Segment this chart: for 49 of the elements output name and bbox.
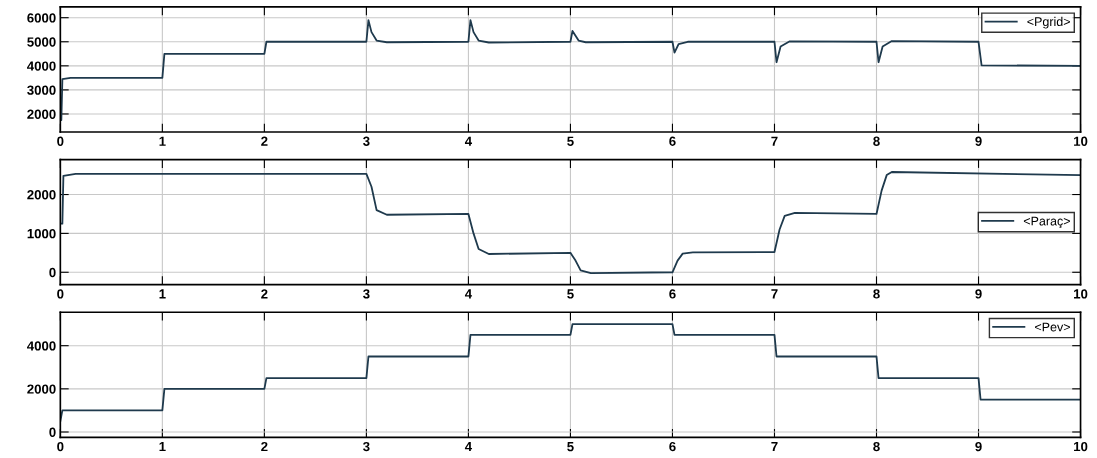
- x-tick-label: 2: [261, 289, 268, 299]
- y-tick-label: 2000: [27, 384, 56, 394]
- x-tick-label: 4: [464, 442, 473, 452]
- y-tick-label: 6000: [27, 13, 56, 23]
- x-tick-label: 4: [464, 136, 473, 146]
- legend-label: <Paraç>: [1023, 216, 1070, 228]
- y-tick-label: 4000: [27, 61, 56, 71]
- y-tick-label: 2000: [27, 190, 56, 200]
- x-tick-label: 9: [975, 441, 982, 452]
- x-tick-label: 8: [873, 289, 880, 299]
- x-tick-label: 8: [873, 136, 880, 146]
- y-tick-label: 2000: [27, 109, 56, 119]
- x-tick-label: 6: [669, 289, 676, 299]
- x-tick-label: 9: [975, 289, 982, 299]
- legend-label: <Pev>: [1035, 322, 1070, 332]
- x-tick-label: 3: [363, 136, 370, 146]
- x-tick-label: 8: [873, 441, 880, 452]
- x-tick-label: 10: [1074, 289, 1088, 299]
- x-tick-label: 5: [567, 136, 574, 146]
- x-tick-label: 10: [1074, 136, 1088, 146]
- line-series: [60, 171, 1081, 274]
- x-tick-label: 6: [669, 441, 676, 452]
- x-tick-label: 3: [363, 441, 370, 452]
- y-tick-label: 1000: [27, 228, 56, 239]
- x-tick-label: 2: [261, 441, 268, 452]
- x-tick-label: 5: [567, 289, 574, 299]
- x-tick-label: 9: [975, 136, 982, 146]
- y-tick-label: 5000: [27, 37, 56, 47]
- x-tick-label: 1: [159, 442, 166, 452]
- x-tick-label: 7: [771, 136, 778, 146]
- x-tick-label: 1: [159, 289, 166, 299]
- line-series: [60, 323, 1081, 423]
- y-tick-label: 3000: [27, 85, 56, 95]
- x-tick-label: 4: [464, 289, 473, 299]
- x-tick-label: 2: [261, 136, 268, 146]
- y-tick-label: 0: [49, 427, 56, 437]
- y-tick-label: 4000: [27, 341, 56, 351]
- x-tick-label: 1: [159, 136, 166, 146]
- legend-label: <Pgrid>: [1027, 16, 1070, 29]
- y-tick-label: 0: [49, 267, 56, 278]
- x-tick-label: 3: [363, 289, 370, 299]
- x-tick-label: 10: [1074, 441, 1088, 452]
- x-tick-label: 0: [57, 289, 64, 299]
- x-tick-label: 7: [771, 442, 778, 452]
- x-tick-label: 0: [57, 136, 64, 146]
- x-tick-label: 0: [57, 441, 64, 452]
- x-tick-label: 6: [669, 136, 676, 146]
- x-tick-label: 7: [771, 289, 778, 299]
- x-tick-label: 5: [567, 442, 574, 452]
